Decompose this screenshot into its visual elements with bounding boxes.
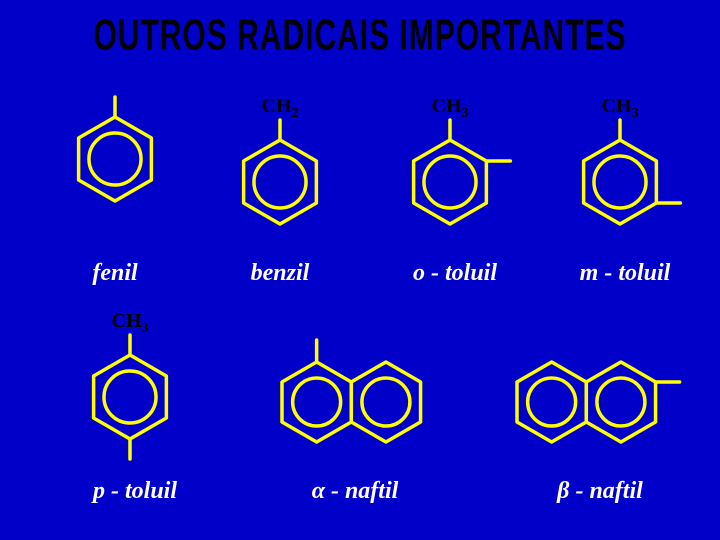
radical-bnaf: [505, 330, 700, 470]
caption-fenil: fenil: [60, 260, 170, 287]
radical-fenil: [60, 95, 170, 250]
naphthalene-icon: [505, 330, 700, 470]
benzene-icon: [565, 118, 705, 250]
caption-anaf: α - naftil: [260, 478, 450, 505]
radical-ptol: [75, 333, 185, 473]
benzene-icon: [75, 333, 185, 473]
benzene-icon: [395, 118, 535, 250]
radical-benzil: [225, 118, 335, 250]
caption-mtol: m - toluil: [550, 260, 700, 287]
caption-bnaf: β - naftil: [505, 478, 695, 505]
caption-benzil: benzil: [225, 260, 335, 287]
radical-anaf: [270, 330, 440, 470]
radical-mtol: [565, 118, 705, 250]
naphthalene-icon: [270, 330, 440, 470]
caption-otol: o - toluil: [380, 260, 530, 287]
radical-otol: [395, 118, 535, 250]
page-title: OUTROS RADICAIS IMPORTANTES: [0, 12, 720, 61]
caption-ptol: p - toluil: [60, 478, 210, 505]
benzene-icon: [60, 95, 170, 250]
benzene-icon: [225, 118, 335, 250]
